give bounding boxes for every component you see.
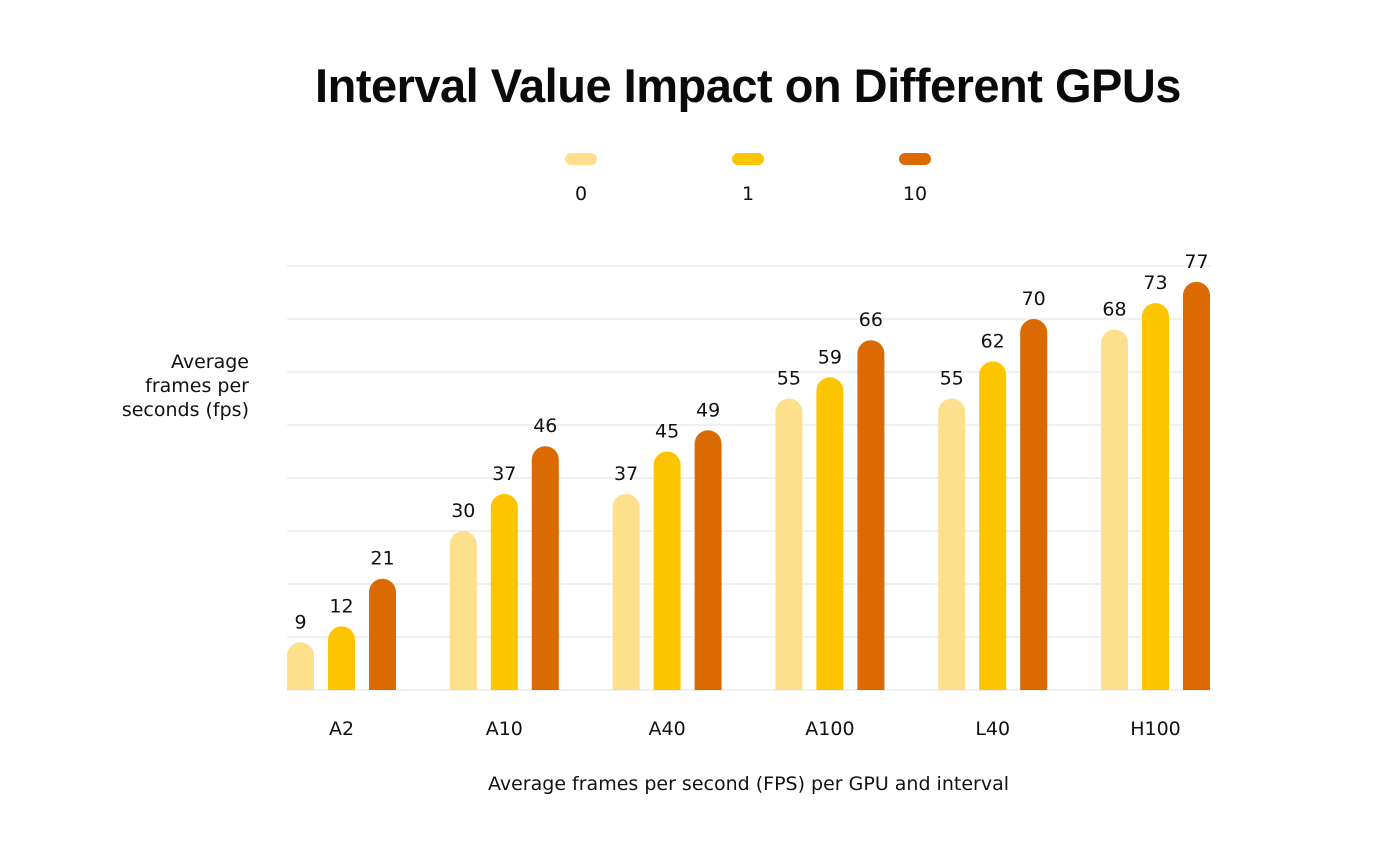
bar-H100-1: [1142, 303, 1169, 690]
data-label-A2-0: 9: [294, 611, 306, 633]
legend-label-0: 0: [574, 183, 588, 205]
bar-L40-1: [979, 361, 1007, 690]
bar-A40-0: [612, 493, 640, 690]
x-tick-A40: A40: [649, 718, 686, 740]
bar-A100-0: [775, 398, 803, 690]
legend-swatch-0: [565, 153, 597, 165]
bar-A100-1: [816, 377, 844, 690]
data-label-A10-1: 37: [492, 463, 516, 485]
legend-label-10: 10: [902, 183, 928, 205]
legend-swatch-1: [732, 153, 764, 165]
data-label-A40-10: 49: [696, 399, 720, 421]
data-labels: 9 12 21 30 37 46 37 45 49 55 59 66 55 62 70 68 73 77: [294, 251, 1208, 633]
data-label-A2-10: 21: [370, 548, 394, 570]
legend-item-1: 1: [718, 153, 778, 205]
chart-title: Interval Value Impact on Different GPUs: [315, 59, 1181, 112]
data-label-A40-0: 37: [614, 463, 638, 485]
bars: [287, 281, 1210, 690]
data-label-A10-10: 46: [533, 415, 557, 437]
gridlines: [287, 265, 1210, 691]
bar-A40-10: [694, 430, 722, 690]
x-tick-L40: L40: [975, 718, 1010, 740]
bar-H100-10: [1183, 281, 1210, 690]
data-label-H100-1: 73: [1143, 272, 1167, 294]
data-label-A100-0: 55: [777, 368, 801, 390]
legend-label-1: 1: [741, 183, 755, 205]
legend-item-10: 10: [885, 153, 945, 205]
y-axis-label: Average frames per seconds (fps): [122, 350, 249, 422]
x-tick-A100: A100: [805, 718, 854, 740]
y-axis-label-text: Average frames per seconds (fps): [121, 351, 249, 421]
x-tick-A2: A2: [329, 718, 354, 740]
x-tick-H100: H100: [1130, 718, 1181, 740]
x-tick-A10: A10: [486, 718, 523, 740]
x-tick-labels: A2 A10 A40 A100 L40 H100: [329, 718, 1181, 740]
data-label-A2-1: 12: [329, 595, 353, 617]
bar-A2-10: [369, 578, 396, 690]
bar-A2-0: [287, 642, 314, 690]
data-label-H100-10: 77: [1184, 251, 1208, 273]
bar-L40-10: [1020, 319, 1048, 690]
bar-A100-10: [857, 340, 885, 690]
bar-A40-1: [653, 451, 681, 690]
data-label-L40-10: 70: [1022, 288, 1046, 310]
data-label-L40-1: 62: [981, 330, 1005, 352]
bar-A10-0: [449, 531, 477, 690]
x-axis-label: Average frames per second (FPS) per GPU …: [487, 773, 1009, 795]
bar-A2-1: [328, 626, 355, 690]
data-label-A100-10: 66: [859, 309, 883, 331]
bar-A10-10: [531, 446, 559, 690]
data-label-A10-0: 30: [451, 500, 475, 522]
bar-H100-0: [1101, 329, 1128, 690]
data-label-A100-1: 59: [818, 346, 842, 368]
legend-swatch-10: [899, 153, 931, 165]
data-label-A40-1: 45: [655, 421, 679, 443]
bar-A10-1: [490, 493, 518, 690]
data-label-H100-0: 68: [1102, 299, 1126, 321]
data-label-L40-0: 55: [940, 368, 964, 390]
bar-L40-0: [938, 398, 966, 690]
legend-item-0: 0: [551, 153, 611, 205]
